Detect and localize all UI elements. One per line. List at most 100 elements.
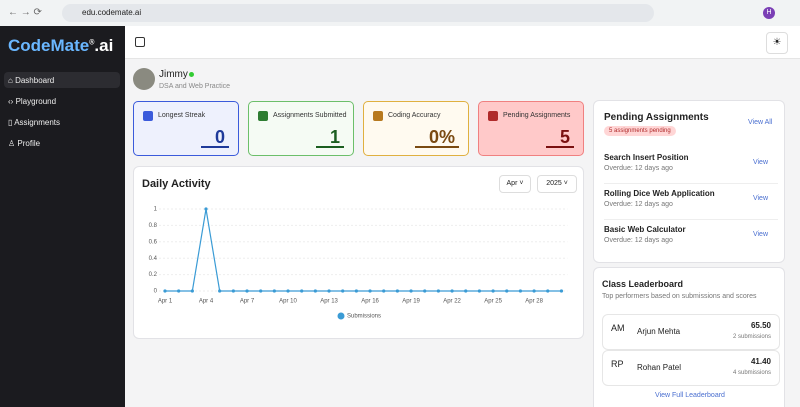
stat-value: 0% xyxy=(414,128,459,148)
assignment-due: Overdue: 12 days ago xyxy=(604,201,673,208)
view-button[interactable]: View xyxy=(752,231,768,238)
series-line xyxy=(165,208,562,292)
x-tick-label: Apr 28 xyxy=(525,299,543,305)
assignment-due: Overdue: 12 days ago xyxy=(604,237,673,244)
data-point xyxy=(532,289,536,293)
data-point xyxy=(395,289,399,293)
data-point xyxy=(286,289,290,293)
data-point xyxy=(477,289,482,293)
nav-item[interactable]: ‹› Playground xyxy=(8,97,57,106)
data-point xyxy=(423,289,427,293)
y-tick-label: 0 xyxy=(154,289,158,295)
user-avatar xyxy=(133,68,155,90)
stat-label: Coding Accuracy xyxy=(388,112,441,119)
y-tick-label: 0.8 xyxy=(149,223,158,229)
data-point xyxy=(382,289,386,293)
stat-value: 1 xyxy=(315,128,344,148)
nav-item[interactable]: ⌂ Dashboard xyxy=(8,76,55,85)
leader-submissions: 4 submissions xyxy=(732,370,771,376)
initials: RP xyxy=(611,359,624,369)
nav-buttons[interactable]: ← → ⟳ xyxy=(8,7,42,18)
data-point xyxy=(518,289,523,293)
profile-avatar[interactable]: H xyxy=(763,7,775,19)
assignment-title: Search Insert Position xyxy=(604,153,689,162)
nav-label: Profile xyxy=(17,139,41,148)
browser-bar: ← → ⟳ edu.codemate.ai H xyxy=(0,0,800,26)
pending-badge: 5 assignments pending xyxy=(604,126,676,136)
stat-card: Coding Accuracy 0% xyxy=(363,101,469,156)
x-tick-label: Apr 19 xyxy=(402,299,420,305)
logo-suffix: .ai xyxy=(94,36,114,55)
nav-label: Playground xyxy=(15,97,57,106)
data-point xyxy=(245,289,249,293)
assignment-title: Basic Web Calculator xyxy=(604,225,686,234)
leader-name: Rohan Patel xyxy=(637,363,682,372)
data-point xyxy=(218,289,222,293)
stat-label: Pending Assignments xyxy=(503,112,571,119)
view-full-leaderboard[interactable]: View Full Leaderboard xyxy=(655,392,725,399)
data-point xyxy=(409,289,413,293)
leader-score: 65.50 xyxy=(750,321,771,330)
stat-value: 5 xyxy=(545,128,574,148)
year: 2025 xyxy=(546,180,562,187)
pending-title: Pending Assignments xyxy=(604,112,709,123)
x-tick-label: Apr 22 xyxy=(443,299,461,305)
view-all[interactable]: View All xyxy=(748,119,773,126)
data-point xyxy=(259,289,263,293)
logo-main: CodeMate xyxy=(8,36,90,55)
chart-title: Daily Activity xyxy=(142,178,211,190)
leader-score: 41.40 xyxy=(750,357,771,366)
data-point xyxy=(450,289,454,293)
nav-active xyxy=(4,72,120,88)
view-button[interactable]: View xyxy=(752,159,768,166)
data-point xyxy=(231,289,235,293)
assignment-item: Basic Web Calculator Overdue: 12 days ago… xyxy=(604,221,778,255)
topbar: ☀ xyxy=(125,26,800,59)
theme-toggle[interactable]: ☀ xyxy=(766,32,788,54)
sidebar: CodeMate®.ai ⌂ Dashboard ‹› Playground ▯… xyxy=(0,26,125,407)
data-point xyxy=(546,289,550,293)
user-name: Jimmy xyxy=(159,69,188,80)
year-select[interactable]: 2025 ˅ xyxy=(537,175,577,193)
stat-value: 0 xyxy=(200,128,229,148)
assignment-item: Rolling Dice Web Application Overdue: 12 … xyxy=(604,185,778,220)
data-point xyxy=(313,289,317,293)
url-bar[interactable]: edu.codemate.ai xyxy=(62,4,654,22)
legend-swatch xyxy=(337,312,345,320)
stat-card: Assignments Submitted 1 xyxy=(248,101,354,156)
pending-card: Pending Assignments View All 5 assignmen… xyxy=(593,100,785,263)
logo-reg: ® xyxy=(89,39,95,47)
status-dot xyxy=(189,72,194,77)
data-point xyxy=(491,289,495,293)
month-select[interactable]: Apr ˅ xyxy=(499,175,531,193)
data-point xyxy=(559,289,564,293)
legend-label: Submissions xyxy=(347,314,381,320)
data-point xyxy=(505,289,509,293)
chart-card: Daily Activity Apr ˅ 2025 ˅ 0 0.2 0.4 0.6 0.… xyxy=(133,166,584,339)
nav-item[interactable]: ▯ Assignments xyxy=(8,118,60,127)
assignment-title: Rolling Dice Web Application xyxy=(604,189,715,198)
logo[interactable]: CodeMate®.ai xyxy=(8,36,113,56)
data-point xyxy=(327,289,331,293)
data-point xyxy=(204,207,208,211)
leader-entry: RP Rohan Patel 41.40 4 submissions xyxy=(602,350,780,386)
data-point xyxy=(177,289,181,293)
sidebar-toggle[interactable] xyxy=(135,37,145,47)
y-tick-label: 0.2 xyxy=(149,272,158,278)
url: edu.codemate.ai xyxy=(82,8,142,17)
data-point xyxy=(368,289,372,293)
x-tick-label: Apr 1 xyxy=(158,299,173,305)
assignment-due: Overdue: 12 days ago xyxy=(604,165,673,172)
data-point xyxy=(341,289,345,293)
x-tick-label: Apr 7 xyxy=(240,299,255,305)
data-point xyxy=(436,289,440,293)
x-tick-label: Apr 10 xyxy=(279,299,297,305)
data-point xyxy=(354,289,358,293)
nav-item[interactable]: ♙ Profile xyxy=(8,139,41,148)
data-point xyxy=(272,289,276,293)
data-point xyxy=(163,289,167,293)
data-point xyxy=(300,289,304,293)
stat-label: Longest Streak xyxy=(158,112,206,119)
view-button[interactable]: View xyxy=(752,195,768,202)
data-point xyxy=(464,289,468,293)
